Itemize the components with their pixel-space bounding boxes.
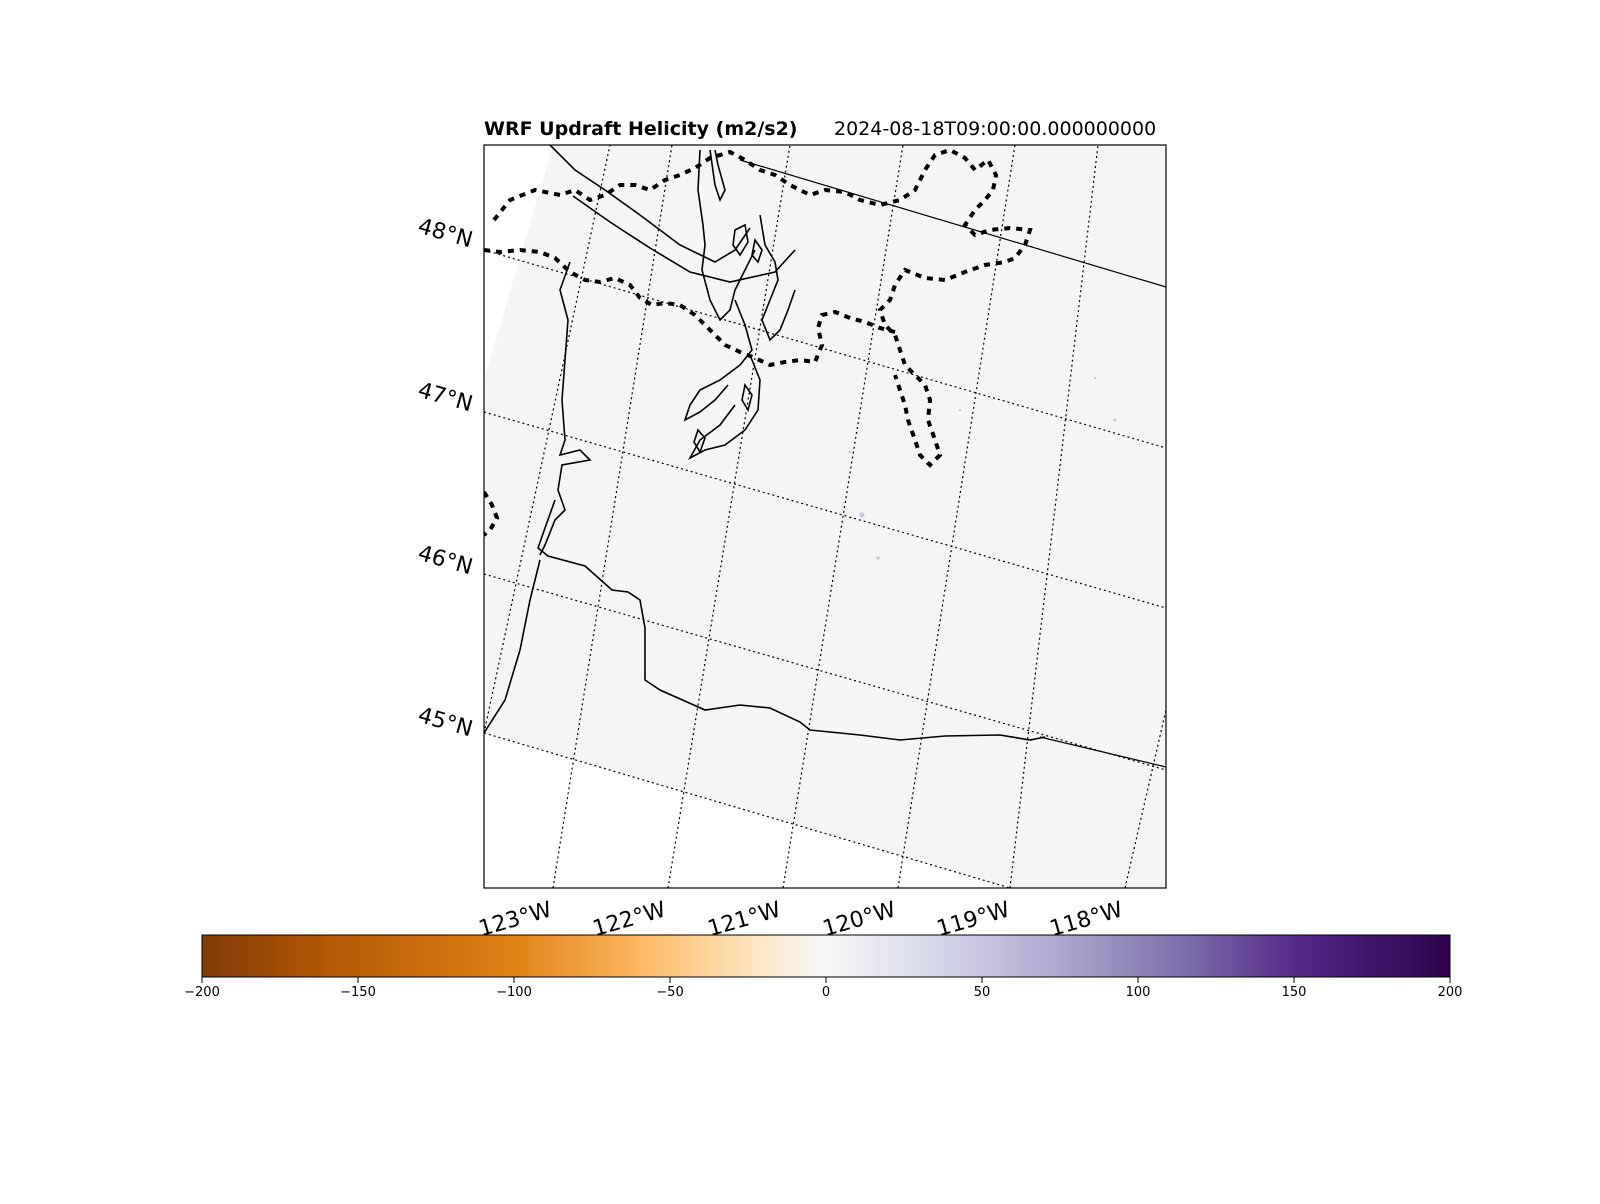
colorbar-tick-label: 50 xyxy=(973,985,991,1000)
helicity-field xyxy=(484,145,1166,888)
map-frame xyxy=(483,144,1167,889)
colorbar-tick-label: −50 xyxy=(656,985,684,1000)
latitude-gridlines xyxy=(484,249,1166,888)
longitude-gridlines xyxy=(484,145,1166,888)
colorbar-tick-label: 200 xyxy=(1437,985,1463,1000)
valid-time: 2024-08-18T09:00:00.000000000 xyxy=(834,118,1157,140)
colorbar-tick-label: −200 xyxy=(184,985,220,1000)
colorbar-tick-label: −150 xyxy=(340,985,376,1000)
colorbar-tick-label: 0 xyxy=(821,985,831,1000)
domain-edge-top xyxy=(739,159,1166,288)
domain-edge-bottom xyxy=(1039,736,1166,768)
colorbar-tick-label: 150 xyxy=(1281,985,1307,1000)
coastline xyxy=(484,145,1046,741)
helicity-contours xyxy=(484,147,1033,537)
colorbar xyxy=(201,934,1451,978)
map-area xyxy=(484,145,1166,888)
colorbar-ticks xyxy=(201,977,1451,983)
colorbar-tick-label: −100 xyxy=(496,985,532,1000)
colorbar-tick-label: 100 xyxy=(1125,985,1151,1000)
map-title: WRF Updraft Helicity (m2/s2) xyxy=(484,118,798,140)
helicity-specks xyxy=(848,376,1117,560)
